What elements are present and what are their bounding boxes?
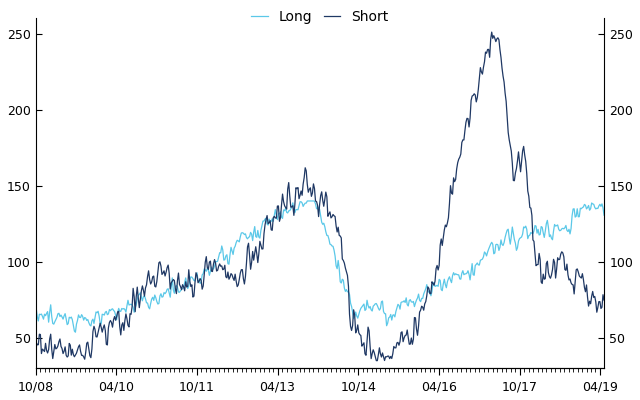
Legend: Long, Short: Long, Short [246,4,394,30]
Line: Long: Long [36,201,604,332]
Line: Short: Short [36,32,604,361]
